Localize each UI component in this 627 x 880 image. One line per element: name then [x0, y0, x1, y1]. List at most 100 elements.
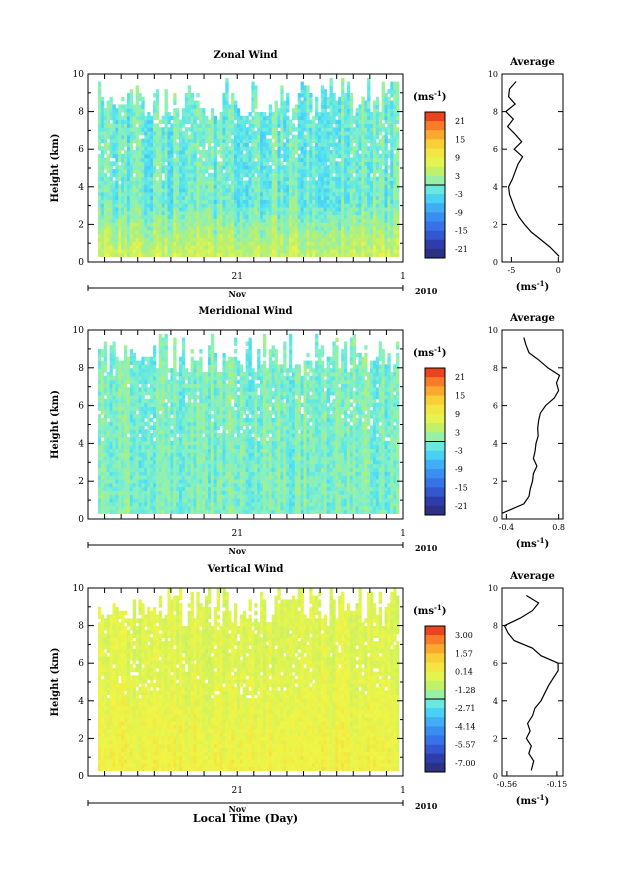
colorbar-segment: [425, 176, 445, 186]
y-tick-label: 0: [78, 772, 84, 782]
colorbar-label: 9: [455, 154, 460, 163]
profile-y-tick-label: 0: [493, 258, 498, 267]
colorbar-label: 15: [455, 392, 465, 401]
colorbar-label: 21: [455, 117, 465, 126]
colorbar-label: -15: [455, 227, 468, 236]
y-tick-label: 10: [73, 584, 85, 594]
colorbar-segment: [425, 212, 445, 222]
colorbar-label: 3.00: [455, 631, 473, 640]
colorbar-label: -4.14: [455, 722, 476, 731]
colorbar-segment: [425, 754, 445, 764]
profile-y-tick-label: 4: [493, 697, 498, 706]
profile-frame: [502, 330, 563, 519]
y-tick-label: 10: [73, 70, 85, 80]
colorbar-segment: [425, 653, 445, 663]
profile-y-tick-label: 6: [493, 659, 498, 668]
y-axis-label: Height (km): [50, 648, 61, 717]
profile-y-tick-label: 2: [493, 477, 498, 486]
profile-title: Average: [509, 313, 555, 324]
profile-y-tick-label: 2: [493, 734, 498, 743]
panel-title: Zonal Wind: [213, 50, 277, 61]
y-tick-label: 0: [78, 515, 84, 525]
colorbar-segment: [425, 451, 445, 461]
colorbar-label: -15: [455, 483, 468, 492]
colorbar-label: -5.57: [455, 741, 476, 750]
colorbar-segment: [425, 469, 445, 479]
y-tick-label: 0: [78, 258, 84, 268]
profile-y-tick-label: 10: [488, 584, 498, 593]
profile-x-label: (ms-1): [516, 279, 549, 293]
colorbar-unit-close: ): [442, 348, 447, 359]
profile-y-tick-label: 2: [493, 220, 498, 229]
colorbar-label: 3: [455, 428, 460, 437]
colorbar-segment: [425, 663, 445, 673]
profile-x-label-close: ): [545, 282, 550, 293]
colorbar-segment: [425, 690, 445, 700]
colorbar-segment: [425, 763, 445, 773]
colorbar-segment: [425, 644, 445, 654]
profile-frame: [502, 588, 563, 776]
x-tick-label: 1: [400, 786, 406, 796]
colorbar-label: 15: [455, 135, 465, 144]
y-tick-label: 8: [78, 622, 84, 632]
colorbar-unit: (ms-1): [413, 345, 446, 359]
colorbar-label: -9: [455, 465, 463, 474]
colorbar-segment: [425, 112, 445, 122]
colorbar-unit: (ms-1): [413, 603, 446, 617]
x-axis-label: Local Time (Day): [193, 812, 298, 825]
colorbar-segment: [425, 377, 445, 387]
colorbar-segment: [425, 708, 445, 718]
profile-x-tick-label: 0.8: [552, 523, 565, 532]
profile-line: [506, 82, 559, 257]
colorbar-segment: [425, 635, 445, 645]
colorbar-segment: [425, 368, 445, 378]
year-label: 2010: [415, 801, 438, 811]
profile-x-label: (ms-1): [516, 536, 549, 550]
colorbar-label: -3: [455, 190, 463, 199]
colorbar-label: 21: [455, 373, 465, 382]
colorbar-segment: [425, 423, 445, 433]
y-tick-label: 2: [78, 220, 84, 230]
profile-frame: [502, 74, 563, 262]
colorbar-segment: [425, 506, 445, 516]
colorbar-segment: [425, 442, 445, 452]
profile-x-label: (ms-1): [516, 793, 549, 807]
colorbar-segment: [425, 130, 445, 140]
colorbar-segment: [425, 699, 445, 709]
profile-y-tick-label: 10: [488, 326, 498, 335]
profile-x-label-exp: -1: [537, 536, 545, 545]
y-tick-label: 4: [78, 697, 84, 707]
profile-x-label-close: ): [545, 539, 550, 550]
colorbar-segment: [425, 158, 445, 168]
colorbar-segment: [425, 497, 445, 507]
colorbar-label: -7.00: [455, 759, 476, 768]
colorbar-segment: [425, 167, 445, 177]
profile-y-tick-label: 8: [493, 108, 498, 117]
colorbar-label: -21: [455, 502, 468, 511]
profile-x-tick-label: -5: [507, 266, 515, 275]
x-tick-label: 1: [400, 529, 406, 539]
colorbar: 3.001.570.14-1.28-2.71-4.14-5.57-7.00(ms…: [413, 603, 476, 773]
profile-y-tick-label: 8: [493, 622, 498, 631]
y-tick-label: 10: [73, 326, 85, 336]
colorbar-label: 1.57: [455, 649, 473, 658]
colorbar-segment: [425, 626, 445, 636]
colorbar-segment: [425, 432, 445, 442]
y-axis-label: Height (km): [50, 134, 61, 203]
y-tick-label: 2: [78, 734, 84, 744]
colorbar-unit-exp: -1: [434, 603, 442, 612]
x-tick-label: 21: [231, 786, 242, 796]
profile-x-tick-label: -0.4: [499, 523, 514, 532]
heatmap-field: [98, 334, 399, 514]
profile-y-tick-label: 4: [493, 183, 498, 192]
colorbar-unit-exp: -1: [434, 345, 442, 354]
x-tick-label: 21: [231, 529, 242, 539]
colorbar-label: -3: [455, 447, 463, 456]
y-tick-label: 4: [78, 183, 84, 193]
colorbar-segment: [425, 681, 445, 691]
